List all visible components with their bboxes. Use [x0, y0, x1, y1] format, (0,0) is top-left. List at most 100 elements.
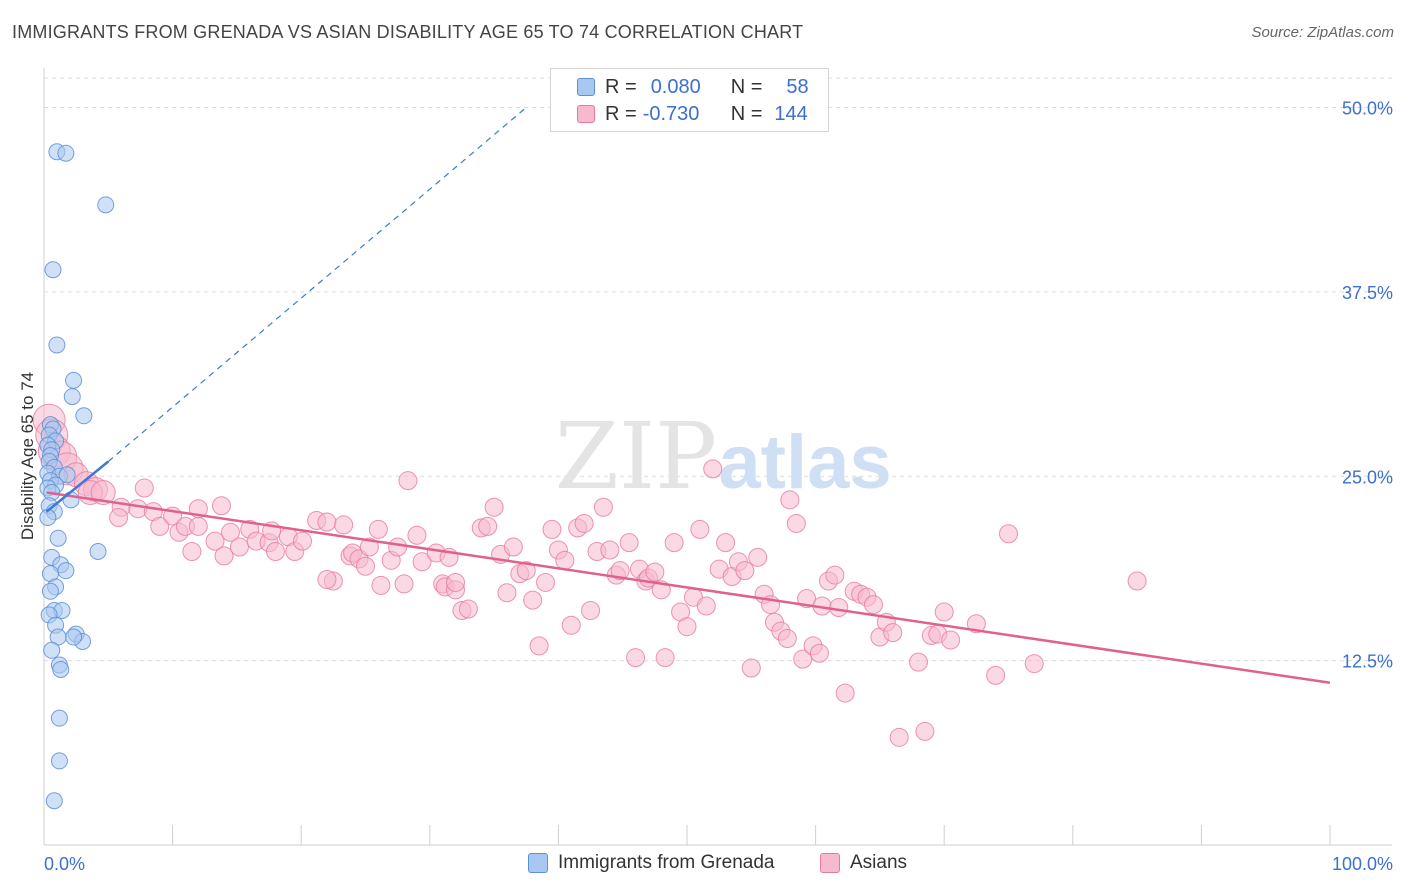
legend-r-value: 0.080 [650, 75, 701, 98]
legend-swatch-asians [820, 853, 840, 873]
legend-label-grenada: Immigrants from Grenada [558, 852, 775, 873]
asians-point [829, 598, 849, 618]
legend-row-asians: R = -0.730 N = 144 [551, 101, 808, 127]
asians-point [394, 574, 414, 594]
asians-point [863, 595, 883, 615]
asians-point [412, 552, 432, 572]
asians-point [555, 550, 575, 570]
chart-title: IMMIGRANTS FROM GRENADA VS ASIAN DISABIL… [12, 22, 804, 42]
asians-point [388, 537, 408, 557]
asians-point [966, 614, 986, 634]
legend-row-grenada: R = 0.080 N = 58 [551, 74, 809, 100]
asians-point [908, 652, 928, 672]
watermark-atlas: atlas [718, 420, 891, 505]
asians-point [503, 537, 523, 557]
grenada-point [75, 407, 93, 425]
grenada-point [89, 542, 107, 560]
asians-point [748, 547, 768, 567]
y-tick-label: 25.0% [1342, 467, 1393, 487]
asians-point [941, 630, 961, 650]
asians-point [407, 525, 427, 545]
asians-point [478, 516, 498, 536]
asians-point [619, 533, 639, 553]
grenada-point [48, 336, 66, 354]
asians-point [359, 537, 379, 557]
legend-r-label: R = [605, 75, 637, 98]
trend-lines [45, 107, 1331, 684]
asians-point [542, 519, 562, 539]
asians-point [655, 648, 675, 668]
asians-point [797, 589, 817, 609]
asians-point [536, 572, 556, 592]
legend-n-label: N = [730, 75, 763, 98]
y-axis-label: Disability Age 65 to 74 [18, 372, 37, 540]
asians-point [205, 531, 225, 551]
asians-point [220, 522, 240, 542]
grenada-trend-line [45, 460, 110, 513]
legend-item-asians[interactable]: Asians [820, 852, 907, 874]
asians-point [664, 533, 684, 553]
asians-point [446, 572, 466, 592]
asians-point [134, 478, 154, 498]
asians-point [786, 513, 806, 533]
grenada-trend-dashed [107, 107, 527, 462]
asians-point [593, 497, 613, 517]
asians-point [574, 513, 594, 533]
grenada-point [65, 628, 83, 646]
y-tick-label: 37.5% [1342, 283, 1393, 303]
asians-point [883, 623, 903, 643]
asians-trend-line [46, 491, 1331, 684]
asians-point [581, 600, 601, 620]
legend-n-value: 144 [774, 102, 808, 125]
asians-point [334, 515, 354, 535]
legend-n-label: N = [730, 102, 763, 125]
asians-point [484, 497, 504, 517]
asians-point [986, 665, 1006, 685]
tick-labels: 12.5% 25.0% 37.5% 50.0% 0.0% 100.0% [44, 99, 1393, 875]
grenada-point [58, 466, 76, 484]
asians-point [368, 519, 388, 539]
asians-point [317, 570, 337, 589]
y-tick-label: 50.0% [1342, 99, 1393, 119]
asians-point [703, 459, 723, 479]
grenada-point [49, 529, 67, 547]
asians-point [265, 541, 285, 561]
grenada-point [50, 709, 68, 727]
asians-point [610, 561, 630, 581]
asians-point [915, 721, 935, 741]
asians-point [735, 561, 755, 581]
asians-point [128, 499, 148, 519]
grenada-point [44, 261, 62, 279]
asians-point [999, 524, 1018, 544]
asians-point [677, 617, 697, 637]
grenada-point [97, 196, 115, 214]
grenada-point [52, 660, 70, 678]
asians-point [741, 658, 761, 678]
asians-point [696, 596, 716, 616]
legend-swatch-grenada [577, 78, 595, 96]
legend-item-grenada[interactable]: Immigrants from Grenada [528, 852, 774, 874]
asians-point [516, 561, 536, 581]
asians-point [1024, 654, 1044, 674]
asians-point [626, 648, 646, 668]
asians-point [398, 471, 418, 491]
asians-point [211, 496, 231, 516]
grenada-point [65, 371, 83, 389]
asians-point [497, 583, 517, 603]
asians-point [645, 562, 665, 582]
legend-label-asians: Asians [850, 852, 908, 873]
watermark: ZIP atlas [555, 403, 892, 510]
legend-swatch-asians [577, 105, 595, 123]
asians-point [561, 615, 581, 635]
asians-point [793, 649, 813, 669]
asians-point [777, 629, 797, 648]
legend-r-value: -0.730 [642, 102, 700, 125]
asians-point [835, 683, 855, 703]
asians-point [458, 599, 478, 619]
asians-point [229, 537, 249, 557]
correlation-legend: R = 0.080 N = 58 R = -0.730 N = 144 [550, 68, 829, 132]
asians-point [182, 541, 202, 561]
asians-point [188, 516, 208, 536]
series-legend: Immigrants from Grenada Asians [0, 852, 1406, 878]
asians-point [214, 546, 234, 566]
